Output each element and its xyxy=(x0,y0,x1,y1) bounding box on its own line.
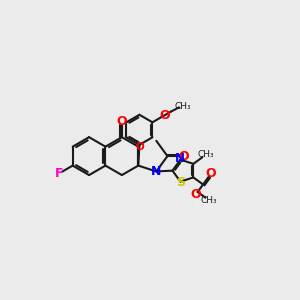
Text: S: S xyxy=(176,176,185,189)
Text: CH₃: CH₃ xyxy=(175,102,192,111)
Text: CH₃: CH₃ xyxy=(198,150,214,159)
Text: N: N xyxy=(151,165,161,178)
Text: N: N xyxy=(175,152,185,166)
Text: F: F xyxy=(54,167,63,180)
Text: O: O xyxy=(159,109,169,122)
Text: O: O xyxy=(135,142,144,152)
Text: O: O xyxy=(117,115,127,128)
Text: CH₃: CH₃ xyxy=(201,196,217,205)
Text: O: O xyxy=(190,188,201,201)
Text: O: O xyxy=(206,167,216,180)
Text: O: O xyxy=(178,150,189,163)
